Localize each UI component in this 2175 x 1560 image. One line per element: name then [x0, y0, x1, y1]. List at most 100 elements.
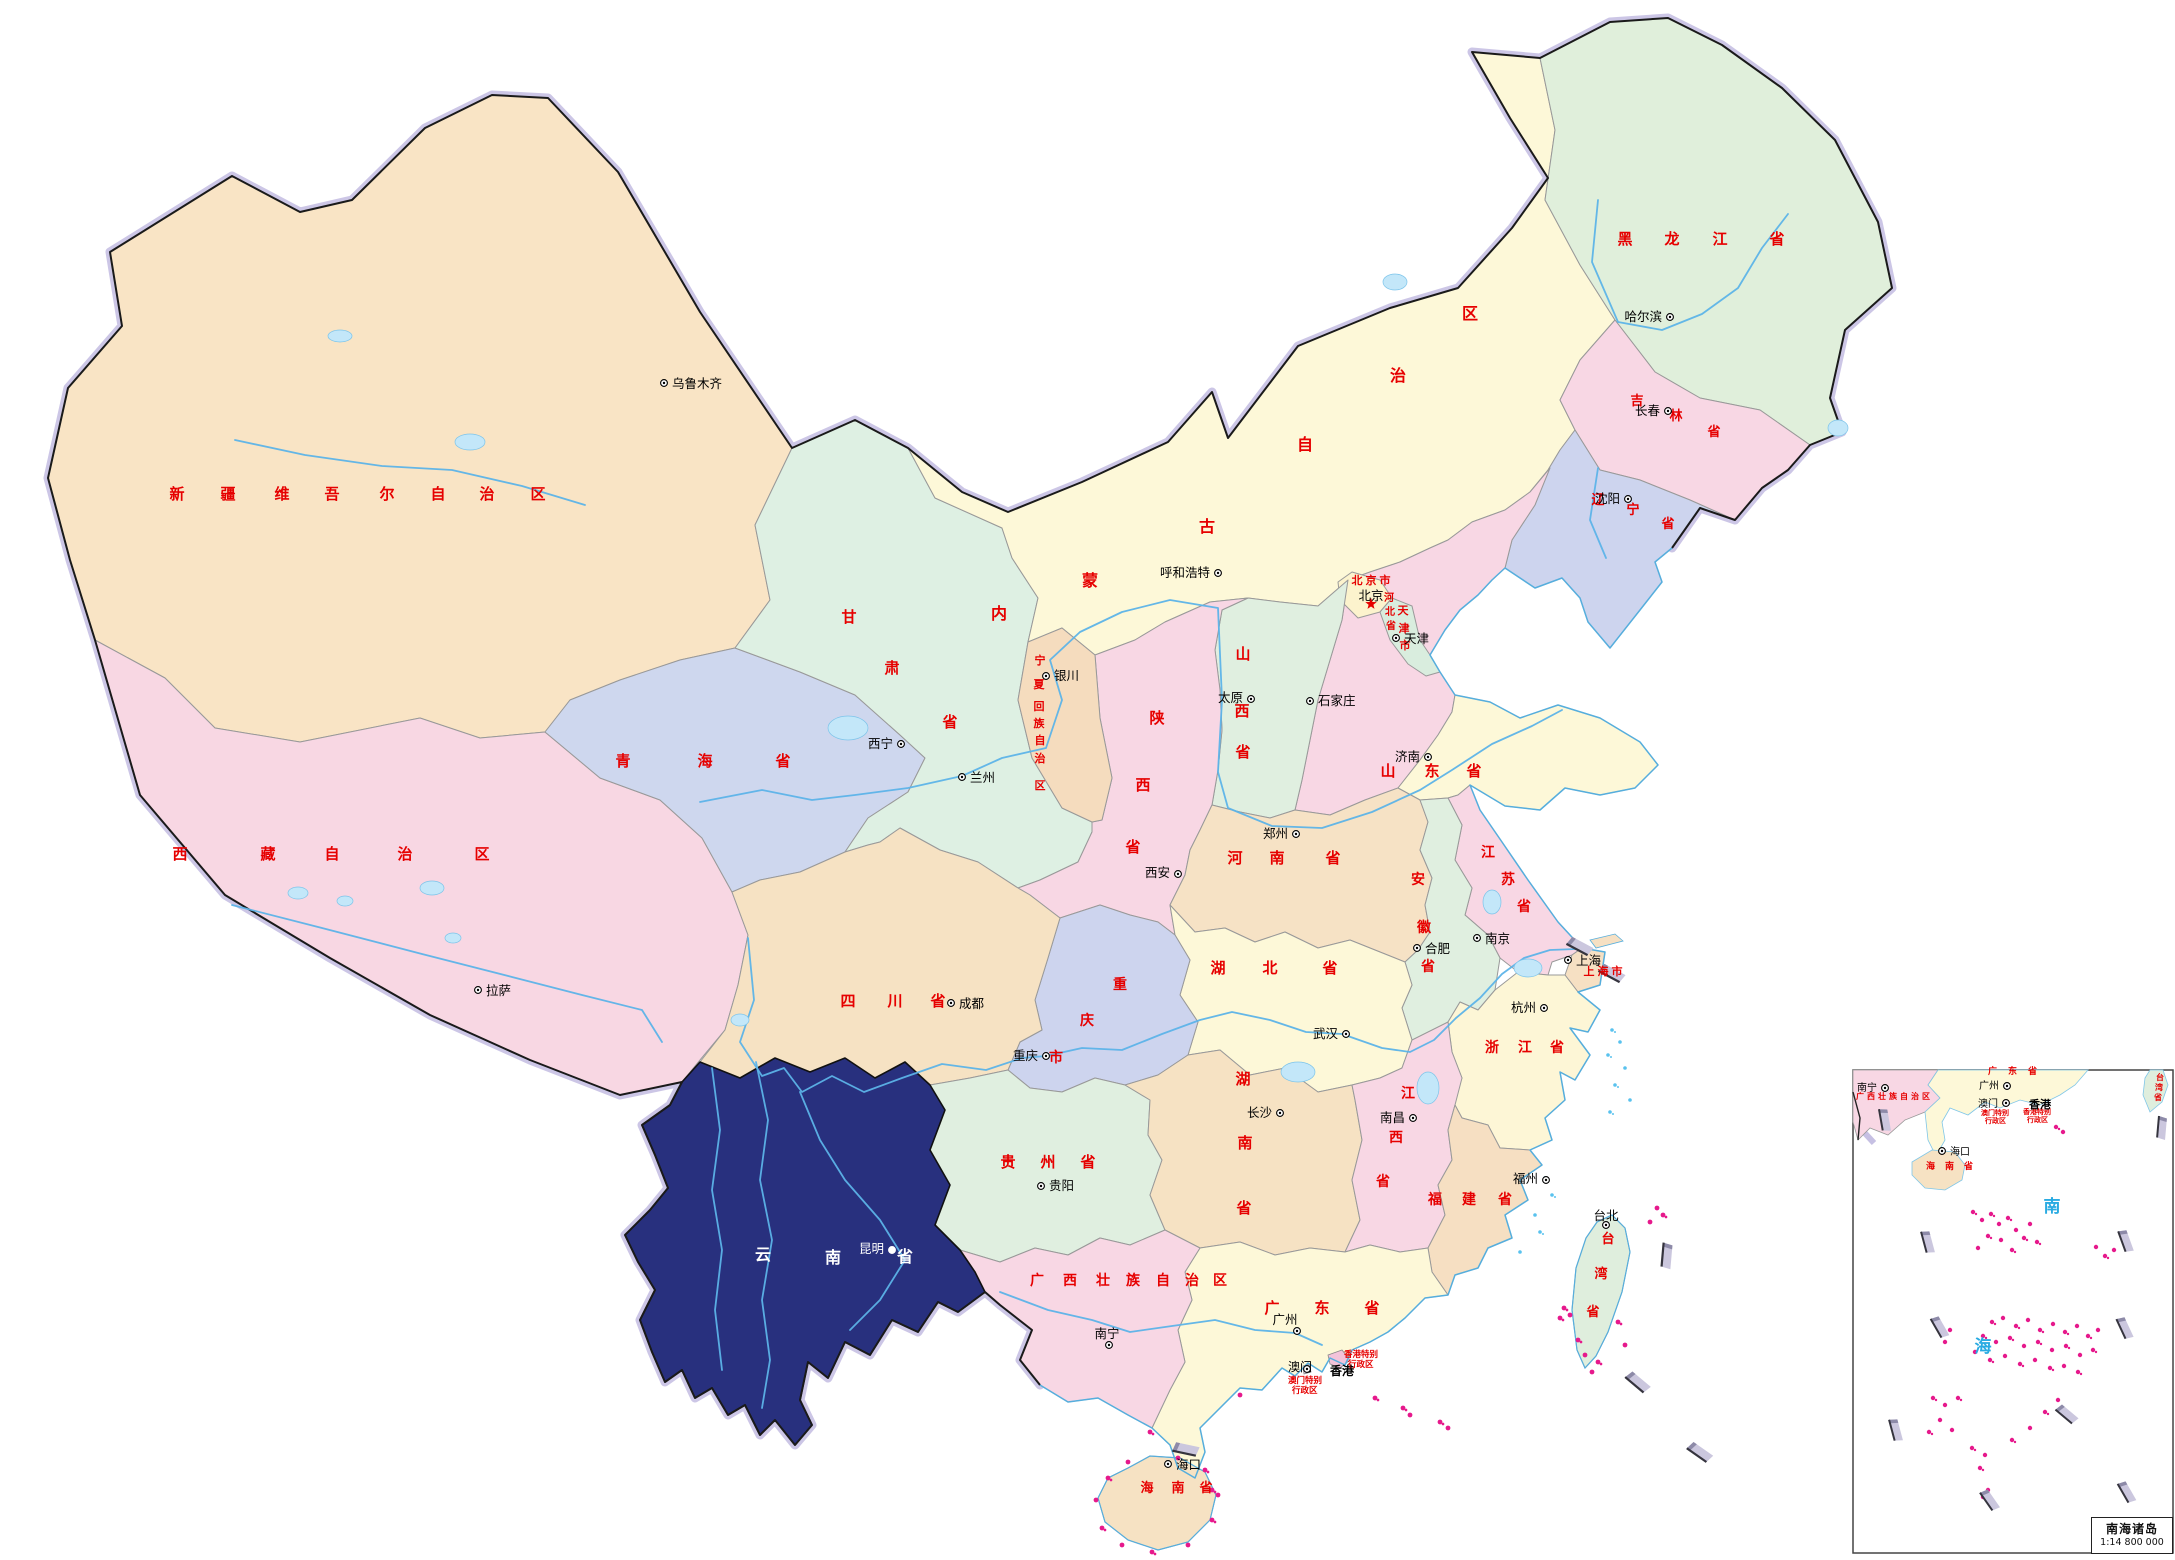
city-marker-icon [1344, 1032, 1348, 1036]
province-label-taiwan: 省 [1585, 1304, 1599, 1320]
island-dot [1518, 1250, 1522, 1254]
island-dot [2013, 1250, 2017, 1254]
boundary-bar [2116, 1481, 2137, 1504]
capital-hubei: 武汉 [1313, 1026, 1350, 1041]
province-label-guangdong: 东 [1314, 1299, 1329, 1317]
island-dot [1947, 1327, 1953, 1333]
inset-city-4: 海口 [1938, 1145, 1970, 1158]
inset-city-0: 南宁 [1857, 1081, 1889, 1094]
island-dot [1437, 1419, 1443, 1425]
province-label-tianjin: 市 [1400, 638, 1411, 652]
city-marker-icon [1278, 1111, 1282, 1115]
province-label-liaoning: 省 [1660, 516, 1674, 532]
province-label-zhejiang: 浙 [1485, 1039, 1499, 1056]
province-label-guizhou: 省 [1079, 1153, 1095, 1171]
island-dot [1147, 1429, 1153, 1435]
island-dot [2021, 1235, 2027, 1241]
boundary-bar [1660, 1242, 1673, 1270]
island-dot [2035, 1339, 2041, 1345]
province-label-taiwan: 湾 [1594, 1266, 1607, 1282]
province-label-hebei: 省 [1385, 619, 1396, 632]
label-group-chongqing: 重庆市 [1049, 976, 1127, 1066]
province-label-beijing: 市 [1380, 573, 1391, 587]
inset-label-0: 自 [1900, 1091, 1908, 1101]
island-dot [1215, 1492, 1221, 1498]
bar-edge [1686, 1447, 1708, 1463]
province-label-xizang: 区 [474, 845, 489, 863]
lake-8 [444, 932, 462, 944]
island-dot [1099, 1525, 1105, 1531]
province-label-ningxia: 自 [1035, 733, 1046, 747]
province-xinjiang[interactable] [47, 94, 793, 743]
city-marker-icon [1176, 872, 1180, 876]
province-label-neimenggu: 自 [1297, 435, 1313, 454]
island-dot [2067, 1346, 2071, 1350]
bar-shade [1172, 1442, 1181, 1452]
island-dot [1969, 1445, 1975, 1451]
province-label-yunnan: 南 [825, 1248, 841, 1267]
inset-city-2: 澳门 [1978, 1097, 2010, 1110]
capital-guangdong: 广州 [1272, 1312, 1301, 1335]
island-dot [1372, 1395, 1378, 1401]
city-marker-icon [899, 742, 903, 746]
capital-taiwan: 台北 [1593, 1208, 1619, 1229]
bar-edge [1929, 1318, 1943, 1339]
bar-shade [2055, 1404, 2065, 1412]
inset-label-0: 壮 [1878, 1091, 1886, 1101]
island-dot [2009, 1247, 2015, 1253]
bar-edge [1888, 1419, 1896, 1441]
bar-edge [1172, 1449, 1197, 1457]
label-group-hebei: 河北省 [1384, 592, 1396, 632]
river-9 [799, 1091, 906, 1331]
inset-city-name: 澳门 [1978, 1097, 1998, 1110]
island-dot [1982, 1452, 1988, 1458]
capital-name-xizang: 拉萨 [486, 983, 511, 998]
capital-name-jiangxi: 南昌 [1380, 1110, 1405, 1125]
inset-city-name: 香港 [2028, 1097, 2052, 1111]
river-7 [755, 1061, 773, 1409]
island-dot [1959, 1398, 1963, 1402]
island-dot [1614, 1031, 1616, 1033]
island-dot [1623, 1066, 1627, 1070]
province-label-guangxi: 族 [1126, 1272, 1141, 1289]
boundary-bar [2117, 1230, 2134, 1253]
province-label-hainan: 海 [1140, 1480, 1153, 1496]
island-dot [2079, 1372, 2083, 1376]
island-dot [2041, 1330, 2045, 1334]
inset-south-china-sea: 南海广西壮族自治区广东省海南省台湾省澳门特别行政区香港特别行政区南宁 广州澳门 香港… [1852, 1065, 2174, 1554]
bar-edge [2116, 1483, 2130, 1504]
island-dot [1979, 1217, 1985, 1223]
province-label-xizang: 藏 [260, 845, 275, 863]
province-label-ningxia: 治 [1035, 751, 1046, 765]
island-dot [1206, 1470, 1210, 1474]
inset-label-9: 行政区 [2026, 1115, 2048, 1124]
province-label-anhui: 安 [1411, 871, 1425, 888]
province-tianjin[interactable] [1379, 597, 1441, 677]
city-marker-icon [1940, 1149, 1944, 1153]
province-label-shanghai: 海 [1598, 964, 1609, 978]
island-dot [1404, 1408, 1408, 1412]
label-group-guangxi: 广 西 壮族自治区 [1030, 1272, 1227, 1289]
inset-label-3: 台 [2156, 1072, 2164, 1082]
capital-name-neimenggu: 呼和浩特 [1160, 565, 1210, 580]
capital-guangxi: 南宁 [1094, 1326, 1120, 1349]
island-dot [1989, 1236, 1993, 1240]
lake-7 [419, 880, 445, 896]
island-dot [2009, 1218, 2013, 1222]
lake-12 [1382, 273, 1408, 291]
inset-city-name: 海口 [1950, 1145, 1970, 1158]
province-label-neimenggu: 古 [1199, 517, 1215, 536]
island-dot [1622, 1342, 1628, 1348]
river-6 [231, 904, 663, 1043]
island-dot [1567, 1312, 1573, 1318]
boundary-bar [2156, 1115, 2167, 1140]
capital-name-fujian: 福州 [1513, 1171, 1538, 1186]
island-dot [1934, 1398, 1938, 1402]
boundary-bar [1597, 963, 1626, 984]
province-label-neimenggu: 蒙 [1082, 571, 1098, 590]
label-group-heilongjiang: 黑龙江省 [1617, 230, 1784, 248]
island-dot [1561, 1305, 1567, 1311]
boundary-bar [1624, 1371, 1651, 1394]
province-label-gansu: 肃 [884, 659, 899, 677]
province-ningxia[interactable] [1017, 627, 1113, 823]
